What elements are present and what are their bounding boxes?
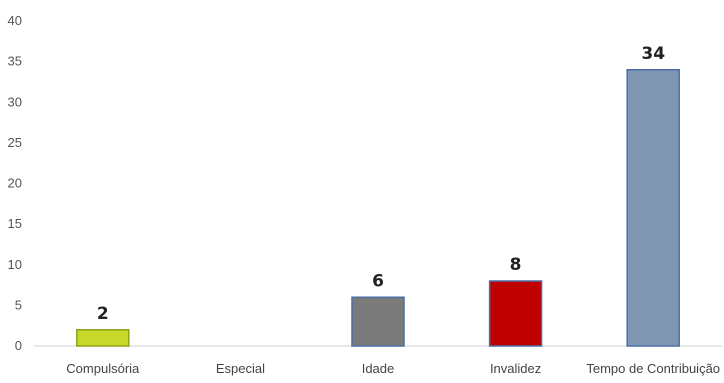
- y-tick-label: 15: [8, 216, 22, 231]
- bar: [76, 329, 130, 347]
- bar: [626, 69, 680, 347]
- x-tick-label: Idade: [362, 361, 395, 376]
- data-label: 8: [510, 255, 522, 275]
- x-axis: Compulsória Especial Idade Invalidez Tempo d…: [34, 345, 722, 376]
- y-tick-label: 10: [8, 257, 22, 272]
- data-label: 6: [372, 271, 384, 291]
- x-tick-label: Especial: [216, 361, 265, 376]
- x-tick-label: Compulsória: [66, 361, 140, 376]
- y-tick-label: 0: [15, 338, 22, 353]
- y-tick-label: 25: [8, 135, 22, 150]
- x-tick-label: Invalidez: [490, 361, 541, 376]
- data-labels: 2 6 8 34: [97, 44, 665, 324]
- bar: [351, 296, 405, 347]
- y-tick-label: 35: [8, 54, 22, 69]
- y-tick-label: 30: [8, 94, 22, 109]
- bar: [488, 280, 543, 347]
- y-axis: 0 5 10 15 20 25 30 35 40: [8, 13, 22, 353]
- bars: [76, 69, 680, 347]
- x-tick-label: Tempo de Contribuição: [586, 361, 720, 376]
- y-tick-label: 20: [8, 176, 22, 191]
- data-label: 2: [97, 304, 109, 324]
- data-label: 34: [641, 44, 665, 64]
- y-tick-label: 5: [15, 297, 22, 312]
- y-tick-label: 40: [8, 13, 22, 28]
